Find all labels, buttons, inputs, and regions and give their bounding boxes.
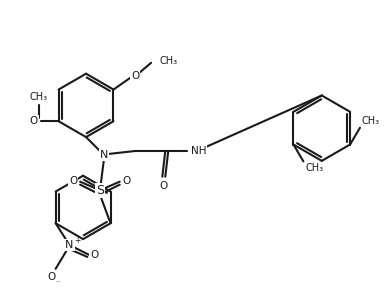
- Text: O: O: [30, 116, 38, 126]
- Text: O: O: [48, 272, 56, 282]
- Text: S: S: [96, 184, 104, 197]
- Text: O: O: [131, 71, 139, 81]
- Text: N: N: [100, 150, 108, 160]
- Text: NH: NH: [191, 146, 207, 156]
- Text: CH₃: CH₃: [362, 116, 380, 126]
- Text: N: N: [65, 240, 74, 250]
- Text: O: O: [69, 176, 77, 186]
- Text: O: O: [159, 181, 167, 191]
- Text: ⁻: ⁻: [55, 278, 60, 287]
- Text: +: +: [74, 236, 81, 245]
- Text: CH₃: CH₃: [30, 93, 48, 102]
- Text: CH₃: CH₃: [159, 56, 177, 66]
- Text: O: O: [90, 250, 98, 260]
- Text: CH₃: CH₃: [305, 163, 323, 173]
- Text: O: O: [122, 176, 131, 186]
